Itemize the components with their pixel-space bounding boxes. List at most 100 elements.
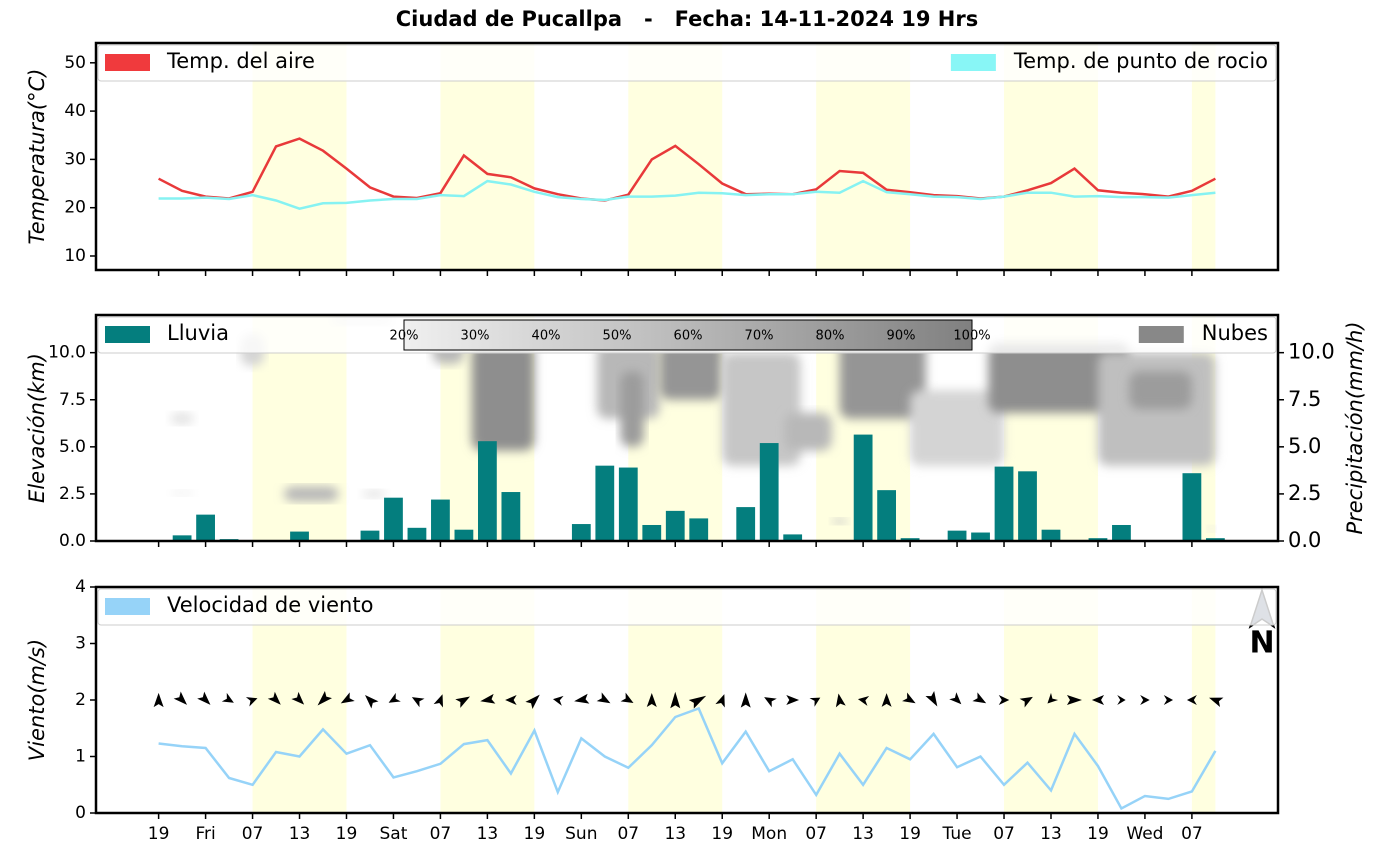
bar (689, 518, 709, 541)
panel-frame (94, 585, 1280, 815)
bar (595, 465, 615, 541)
cloud-patch (170, 490, 194, 496)
wind-arrow (552, 695, 564, 706)
line (158, 137, 1216, 202)
cloud-patch (471, 343, 535, 451)
y2-tick-label: 10.0 (1288, 340, 1335, 364)
bar (431, 499, 450, 541)
bar (454, 529, 474, 541)
wind-arrow (786, 695, 800, 705)
line (158, 706, 1217, 811)
x-tick-label: 19 (524, 824, 546, 844)
bar (618, 467, 638, 541)
wind-arrow (221, 692, 234, 703)
y-tick-label: 20 (64, 198, 86, 218)
y-axis-label: Elevación(km) (25, 353, 49, 503)
cloud-patch (362, 490, 386, 498)
cloud-patch (839, 337, 926, 419)
y2-axis-label: Precipitación(mm/h) (1343, 321, 1367, 534)
colorbar-label: 80% (816, 329, 845, 344)
legend-swatch (105, 326, 150, 343)
bar (994, 466, 1014, 541)
bar (783, 534, 803, 541)
cloud-patch (170, 412, 194, 425)
cloud-patch (722, 352, 801, 466)
x-tick-label: 07 (993, 824, 1015, 844)
x-tick-label: 13 (1040, 824, 1062, 844)
cloud-patch (1207, 525, 1216, 532)
y-tick-label: 1 (75, 747, 86, 767)
legend-label: Temp. de punto de rocio (1013, 49, 1268, 73)
colorbar-label: 50% (603, 329, 632, 344)
panel: 10 20 30 40 50 Temperatura(°C) Temp. del aire T… (25, 41, 1280, 276)
panel: 0 1 2 3 4 19 Fri 07 13 19 Sat 07 13 19 Sun 07 13 19 Mon 07 1… (25, 577, 1280, 844)
bar (384, 497, 403, 541)
bar (1018, 471, 1037, 541)
wind-arrow (340, 692, 355, 704)
x-tick-label: 07 (805, 824, 827, 844)
wind-arrow (972, 692, 987, 704)
wind-arrow (291, 691, 305, 705)
wind-arrow (574, 693, 590, 704)
y-tick-label: 2 (75, 690, 86, 710)
x-tick-label: 07 (430, 824, 452, 844)
bar (736, 507, 756, 541)
x-tick-label: 19 (148, 824, 170, 844)
wind-arrow (902, 692, 916, 704)
x-tick-label: Wed (1126, 824, 1163, 844)
cloud-patch (659, 343, 723, 400)
wind-arrow (365, 695, 379, 709)
bar (853, 434, 873, 541)
legend-label: Lluvia (167, 321, 229, 345)
x-tick-label: 19 (336, 824, 358, 844)
y-tick-label: 5.0 (59, 437, 86, 457)
y2-tick-label: 0.0 (1288, 528, 1321, 552)
colorbar (403, 319, 973, 351)
chart-title: Ciudad de Pucallpa - Fecha: 14-11-2024 1… (396, 7, 978, 31)
y-tick-label: 4 (75, 577, 86, 597)
bar (947, 530, 967, 541)
panel: 0.02.55.07.510.00.02.55.07.510.0Elevació… (25, 313, 1367, 552)
wind-arrow (596, 692, 611, 704)
x-tick-label: Fri (195, 824, 215, 844)
y-tick-label: 10 (64, 246, 86, 266)
wind-arrow (388, 692, 401, 703)
wind-arrow (1140, 695, 1150, 705)
x-tick-label: 13 (477, 824, 499, 844)
y-tick-label: 2.5 (59, 484, 86, 504)
bar (877, 490, 897, 541)
cloud-patch (831, 518, 848, 525)
cloud-patch (1129, 371, 1192, 410)
cloud-patch (784, 412, 832, 451)
wind-arrow (455, 696, 471, 708)
colorbar-label: 30% (461, 329, 490, 344)
day-band (1191, 43, 1216, 270)
wind-arrow (764, 697, 777, 708)
x-tick-label: Sat (380, 824, 408, 844)
colorbar-label: 20% (390, 329, 419, 344)
legend-label: Temp. del aire (166, 49, 315, 73)
cloud-patch (283, 486, 339, 502)
bar (172, 535, 192, 541)
wind-arrow (1019, 696, 1033, 708)
wind-arrow (646, 693, 657, 707)
bar (900, 538, 920, 541)
x-tick-label: Sun (565, 824, 597, 844)
wind-arrow (809, 697, 821, 707)
x-tick-label: 19 (1087, 824, 1109, 844)
cloud-patch (988, 343, 1130, 413)
colorbar-label: 60% (674, 329, 703, 344)
wind-arrow (173, 691, 188, 705)
bar (571, 524, 591, 541)
y-axis-label: Temperatura(°C) (25, 69, 49, 245)
wind-arrow (411, 697, 425, 708)
clouds (170, 315, 1216, 532)
wind-arrow (857, 695, 870, 706)
bar (1041, 529, 1061, 541)
bar (501, 492, 521, 541)
wind-arrow (525, 694, 540, 709)
y2-tick-label: 2.5 (1288, 481, 1321, 505)
y-axis-label: Viento(m/s) (25, 639, 49, 761)
wind-arrow (620, 692, 634, 703)
legend-swatch (105, 598, 150, 615)
